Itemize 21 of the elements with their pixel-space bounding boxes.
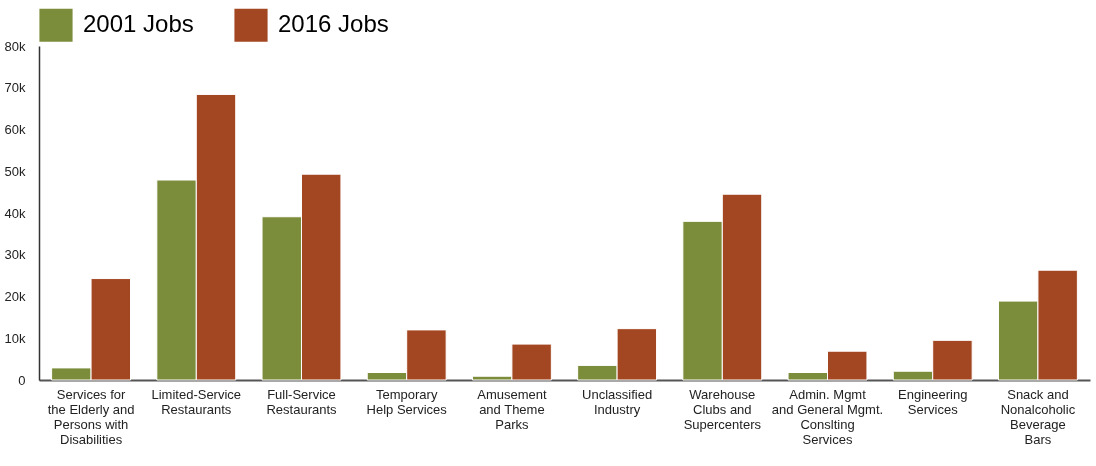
y-tick-label: 70k bbox=[4, 80, 26, 96]
x-tick-label: Full-Service Restaurants bbox=[266, 386, 338, 417]
x-tick-label: Amusement and Theme Parks bbox=[477, 386, 547, 432]
x-tick-label: Temporary Help Services bbox=[366, 386, 448, 417]
y-tick-label: 10k bbox=[4, 330, 26, 346]
y-tick-label: 60k bbox=[4, 122, 26, 137]
legend-label: 2001 Jobs bbox=[83, 10, 194, 38]
y-tick-label: 20k bbox=[4, 289, 26, 304]
x-tick-label: Engineering Services bbox=[898, 386, 968, 417]
x-tick-label: Services for the Elderly and Persons with Disabilities bbox=[47, 386, 135, 447]
y-tick-label: 50k bbox=[4, 163, 26, 179]
x-tick-label: Snack and Nonalcoholic Beverage Bars bbox=[1000, 386, 1076, 447]
legend-label: 2016 Jobs bbox=[278, 10, 389, 38]
x-tick-label: Warehouse Clubs and Supercenters bbox=[683, 386, 762, 432]
x-tick-label: Admin. Mgmt and General Mgmt. Conslting Services bbox=[771, 386, 884, 447]
y-tick-label: 40k bbox=[4, 205, 26, 221]
x-tick-label: Limited-Service Restaurants bbox=[151, 386, 242, 417]
y-tick-label: 0 bbox=[18, 372, 26, 388]
y-tick-label: 30k bbox=[4, 247, 26, 263]
x-tick-label: Unclassified Industry bbox=[582, 386, 653, 417]
y-tick-label: 80k bbox=[4, 38, 26, 54]
